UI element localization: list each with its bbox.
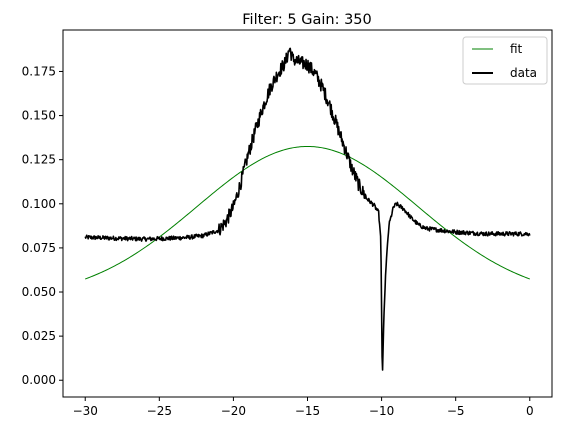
y-axis: 0.000 0.025 0.050 0.075 0.100 0.125 0.150 0.175 [22,64,63,387]
x-axis: −30 −25 −20 −15 −10 −5 0 [73,397,534,418]
x-tick-label: −25 [147,404,172,418]
x-tick-label: −15 [295,404,320,418]
y-tick-label: 0.100 [22,197,56,211]
y-tick-label: 0.000 [22,373,56,387]
x-tick-label: −30 [73,404,98,418]
chart-title: Filter: 5 Gain: 350 [242,12,372,28]
y-tick-label: 0.175 [22,64,56,78]
x-tick-label: −20 [221,404,246,418]
y-tick-label: 0.125 [22,153,56,167]
plot-series [84,47,531,371]
y-tick-label: 0.025 [22,329,56,343]
legend-label-data: data [510,66,537,80]
x-tick-label: −5 [447,404,465,418]
series-data-line [84,47,531,371]
y-tick-label: 0.050 [22,285,56,299]
legend-label-fit: fit [510,42,523,56]
y-tick-label: 0.075 [22,241,56,255]
legend: fit data [462,36,548,85]
x-tick-label: −10 [369,404,394,418]
x-tick-label: 0 [526,404,534,418]
y-tick-label: 0.150 [22,109,56,123]
